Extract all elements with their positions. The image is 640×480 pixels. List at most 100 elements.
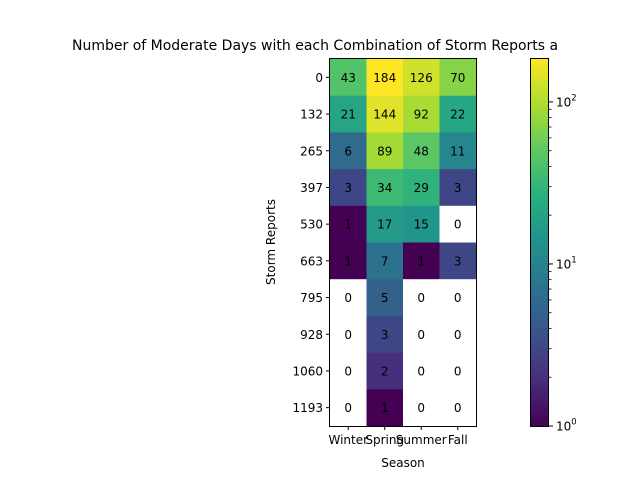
heatmap-cell bbox=[403, 315, 440, 354]
cell-value-label: 0 bbox=[344, 364, 352, 378]
y-tick-label: 663 bbox=[300, 254, 323, 268]
heatmap-cell bbox=[403, 59, 440, 97]
cell-value-label: 3 bbox=[381, 328, 389, 342]
cell-value-label: 1 bbox=[344, 254, 352, 268]
heatmap-cell bbox=[439, 169, 477, 207]
cell-value-label: 0 bbox=[454, 401, 462, 415]
y-tick-label: 1193 bbox=[292, 401, 323, 415]
heatmap-cell bbox=[439, 95, 477, 133]
colorbar-gradient bbox=[530, 58, 549, 427]
heatmap-cell bbox=[330, 279, 367, 317]
heatmap-cell bbox=[330, 242, 367, 280]
heatmap-cell bbox=[403, 95, 440, 133]
heatmap-cell bbox=[330, 132, 367, 170]
cell-value-label: 0 bbox=[417, 291, 425, 305]
heatmap-cell bbox=[403, 242, 440, 280]
chart-title: Number of Moderate Days with each Combin… bbox=[72, 38, 558, 54]
heatmap-cell bbox=[366, 279, 404, 317]
cell-value-label: 126 bbox=[410, 71, 433, 85]
cell-value-label: 11 bbox=[450, 144, 465, 158]
cell-value-label: 34 bbox=[377, 181, 392, 195]
plot-frame bbox=[329, 58, 477, 427]
heatmap-cell bbox=[366, 315, 404, 354]
cell-value-label: 15 bbox=[414, 218, 429, 232]
cell-value-label: 0 bbox=[454, 218, 462, 232]
cell-value-label: 0 bbox=[454, 364, 462, 378]
cell-value-label: 43 bbox=[341, 71, 356, 85]
cell-value-label: 3 bbox=[454, 181, 462, 195]
heatmap-cell bbox=[366, 59, 404, 97]
heatmap-cell bbox=[366, 132, 404, 170]
heatmap-cell bbox=[403, 132, 440, 170]
x-tick-label: Summer bbox=[396, 433, 447, 447]
heatmap-cell bbox=[439, 205, 477, 243]
cell-value-label: 29 bbox=[414, 181, 429, 195]
x-axis-label: Season bbox=[381, 456, 425, 470]
y-tick-label: 265 bbox=[300, 144, 323, 158]
heatmap-cell bbox=[366, 242, 404, 280]
cell-value-label: 48 bbox=[414, 144, 429, 158]
cell-value-label: 1 bbox=[344, 218, 352, 232]
cell-value-label: 0 bbox=[417, 364, 425, 378]
cell-value-label: 0 bbox=[344, 328, 352, 342]
cell-value-label: 70 bbox=[450, 71, 465, 85]
heatmap-cell bbox=[403, 279, 440, 317]
heatmap-cell bbox=[330, 389, 367, 427]
colorbar: 100 101 102 bbox=[530, 58, 577, 434]
cell-value-label: 21 bbox=[341, 108, 356, 122]
y-tick-label: 0 bbox=[315, 71, 323, 85]
cell-value-label: 0 bbox=[344, 291, 352, 305]
colorbar-tick-label: 100 bbox=[556, 418, 577, 434]
y-tick-label: 1060 bbox=[292, 364, 323, 378]
cell-value-label: 92 bbox=[414, 108, 429, 122]
cell-value-label: 6 bbox=[344, 144, 352, 158]
cell-value-label: 1 bbox=[381, 401, 389, 415]
heatmap-cell bbox=[366, 169, 404, 207]
heatmap-cell bbox=[439, 242, 477, 280]
y-tick-label: 132 bbox=[300, 108, 323, 122]
cell-value-label: 0 bbox=[454, 291, 462, 305]
heatmap-cell bbox=[366, 352, 404, 390]
heatmap-cell bbox=[439, 132, 477, 170]
cell-value-label: 5 bbox=[381, 291, 389, 305]
cell-value-label: 0 bbox=[417, 401, 425, 415]
cell-value-label: 17 bbox=[377, 218, 392, 232]
heatmap-cell bbox=[439, 389, 477, 427]
heatmap-cell bbox=[366, 205, 404, 243]
cell-value-label: 184 bbox=[373, 71, 396, 85]
colorbar-ticks: 100 101 102 bbox=[549, 93, 577, 434]
y-axis-label: Storm Reports bbox=[264, 199, 278, 285]
heatmap-cell bbox=[330, 169, 367, 207]
heatmap-cell bbox=[439, 352, 477, 390]
cell-value-label: 0 bbox=[454, 328, 462, 342]
y-axis: 0 132 265 397 530 663 795 928 1060 1193 bbox=[292, 71, 330, 415]
heatmap-cell bbox=[330, 205, 367, 243]
y-tick-label: 795 bbox=[300, 291, 323, 305]
heatmap-cell bbox=[366, 95, 404, 133]
colorbar-tick-label: 102 bbox=[556, 93, 577, 109]
cell-value-label: 1 bbox=[417, 254, 425, 268]
heatmap-cell bbox=[403, 205, 440, 243]
heatmap-cell bbox=[330, 95, 367, 133]
y-tick-label: 530 bbox=[300, 218, 323, 232]
heatmap-cell bbox=[403, 352, 440, 390]
cell-value-label: 2 bbox=[381, 364, 389, 378]
heatmap-cell bbox=[330, 59, 367, 97]
x-tick-label: Fall bbox=[448, 433, 468, 447]
y-tick-label: 397 bbox=[300, 181, 323, 195]
cell-value-label: 7 bbox=[381, 254, 389, 268]
cell-value-label: 3 bbox=[344, 181, 352, 195]
heatmap-cell bbox=[403, 389, 440, 427]
cell-value-label: 22 bbox=[450, 108, 465, 122]
y-tick-label: 928 bbox=[300, 328, 323, 342]
heatmap-cell bbox=[330, 315, 367, 354]
cell-value-label: 0 bbox=[417, 328, 425, 342]
heatmap-cell bbox=[330, 352, 367, 390]
x-tick-label: Winter bbox=[328, 433, 368, 447]
heatmap-cell bbox=[439, 59, 477, 97]
heatmap-cell bbox=[439, 315, 477, 354]
cell-value-label: 0 bbox=[344, 401, 352, 415]
